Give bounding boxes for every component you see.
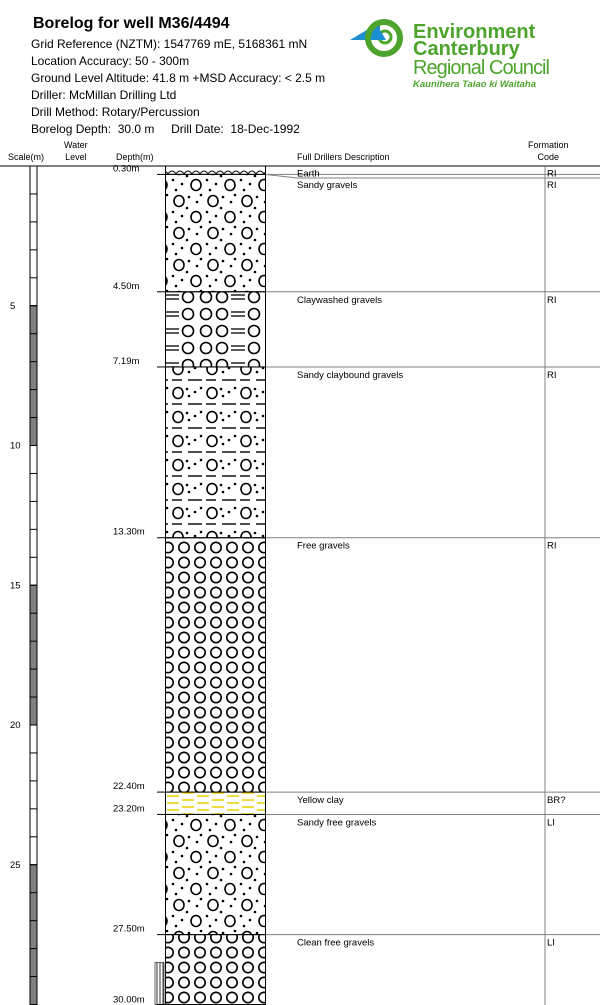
description: Earth xyxy=(297,168,320,179)
lithology-gravel xyxy=(165,934,266,1005)
formation-code: RI xyxy=(547,541,557,552)
scale-label: 10 xyxy=(10,441,21,452)
layer-sandy-gravel: 27.50m Sandy free gravels LI xyxy=(113,813,600,936)
layer-earth: 0.30m Earth RI xyxy=(113,163,600,179)
formation-code: RI xyxy=(547,295,557,306)
depth-header: Depth(m) xyxy=(116,152,154,162)
layer-yellow-clay: 23.20m Yellow clay BR? xyxy=(113,791,600,815)
svg-text:Environment: Environment xyxy=(413,21,536,43)
driller: Driller: McMillan Drilling Ltd xyxy=(31,88,177,102)
lithology-sandy-gravel xyxy=(165,813,266,936)
description: Sandy free gravels xyxy=(297,817,376,828)
layer-gravel: 30.00m Clean free gravels LI xyxy=(113,934,555,1005)
depth-label: 22.40m xyxy=(113,781,145,792)
formation-label: Formation xyxy=(528,140,569,150)
svg-text:Canterbury: Canterbury xyxy=(413,38,521,60)
grid-reference: Grid Reference (NZTM): 1547769 mE, 51683… xyxy=(31,37,308,51)
logo-mark-icon: Environment Canterbury Regional Council … xyxy=(350,19,550,90)
depth-label: 0.30m xyxy=(113,163,139,174)
layer-sandy-clay-gravel: 13.30m Sandy claybound gravels RI xyxy=(113,366,600,539)
description: Sandy claybound gravels xyxy=(297,370,403,381)
description: Clean free gravels xyxy=(297,938,374,949)
depth-label: 7.19m xyxy=(113,356,139,367)
description: Claywashed gravels xyxy=(297,295,382,306)
lithology-earth xyxy=(165,165,266,175)
depth-label: 4.50m xyxy=(113,281,139,292)
drill-method: Drill Method: Rotary/Percussion xyxy=(31,105,200,119)
depth-label: 23.20m xyxy=(113,803,145,814)
well-screen xyxy=(154,962,165,1005)
description-header: Full Drillers Description xyxy=(297,152,390,162)
svg-text:Kaunihera Taiao ki Waitaha: Kaunihera Taiao ki Waitaha xyxy=(413,79,536,90)
ground-level-altitude: Ground Level Altitude: 41.8 m +MSD Accur… xyxy=(31,71,326,85)
scale-bar-segment xyxy=(29,864,38,1005)
layer-sandy-gravel: 4.50m Sandy gravels RI xyxy=(113,173,600,293)
layer-gravel: 22.40m Free gravels RI xyxy=(113,537,600,793)
svg-text:Regional Council: Regional Council xyxy=(413,57,550,79)
formation-code: RI xyxy=(547,180,557,191)
description: Free gravels xyxy=(297,541,350,552)
scale-bar-segment xyxy=(29,724,38,866)
scale-bar-segment xyxy=(29,165,38,307)
layer-clay-gravel: 7.19m Claywashed gravels RI xyxy=(113,291,600,368)
description: Sandy gravels xyxy=(297,180,357,191)
scale-label: 15 xyxy=(10,580,21,591)
description: Yellow clay xyxy=(297,795,344,806)
scale-bar-segment xyxy=(29,445,38,586)
code-label: Code xyxy=(537,152,560,162)
scale-label: 5 xyxy=(10,301,15,312)
scale-bar-segment xyxy=(29,305,38,446)
formation-code: BR? xyxy=(547,795,565,806)
scale-label: 25 xyxy=(10,860,21,871)
formation-code-header: Formation Code xyxy=(528,139,569,163)
lithology-sandy-gravel xyxy=(165,173,266,293)
lithology-clay-gravel xyxy=(165,291,266,368)
page-title: Borelog for well M36/4494 xyxy=(33,15,230,32)
formation-code: RI xyxy=(547,168,557,179)
formation-code: LI xyxy=(547,817,555,828)
depth-label: 13.30m xyxy=(113,527,145,538)
lithology-sandy-clay-gravel xyxy=(165,366,266,539)
water-level-header: Water Level xyxy=(64,139,88,163)
lithology-yellow-clay xyxy=(165,791,266,815)
scale-label: 20 xyxy=(10,720,21,731)
water-label: Water xyxy=(64,140,88,150)
leader-line xyxy=(264,173,298,179)
borelog-depth-date: Borelog Depth: 30.0 m Drill Date: 18-Dec… xyxy=(31,122,300,136)
depth-label: 27.50m xyxy=(113,924,145,935)
scale-bar-segment xyxy=(29,584,38,726)
formation-code: LI xyxy=(547,938,555,949)
formation-code: RI xyxy=(547,370,557,381)
depth-label: 30.00m xyxy=(113,995,145,1005)
location-accuracy: Location Accuracy: 50 - 300m xyxy=(31,54,190,68)
ecan-logo: Environment Canterbury Regional Council … xyxy=(350,18,600,93)
lithology-gravel xyxy=(165,537,266,793)
scale-header: Scale(m) xyxy=(8,152,45,162)
level-label: Level xyxy=(65,152,87,162)
